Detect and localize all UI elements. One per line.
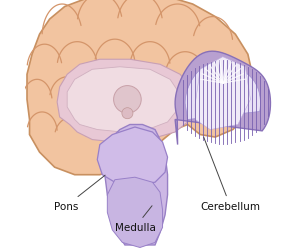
Polygon shape bbox=[107, 178, 163, 248]
Text: Pons: Pons bbox=[54, 176, 105, 211]
Circle shape bbox=[122, 108, 133, 119]
Text: Medulla: Medulla bbox=[115, 206, 155, 233]
Polygon shape bbox=[27, 0, 253, 175]
Polygon shape bbox=[195, 58, 250, 130]
Polygon shape bbox=[97, 128, 168, 185]
Polygon shape bbox=[57, 60, 195, 142]
Polygon shape bbox=[175, 52, 271, 145]
Circle shape bbox=[114, 86, 141, 114]
Polygon shape bbox=[185, 63, 260, 120]
Text: Cerebellum: Cerebellum bbox=[200, 138, 260, 211]
Polygon shape bbox=[67, 68, 180, 132]
Polygon shape bbox=[105, 125, 168, 245]
